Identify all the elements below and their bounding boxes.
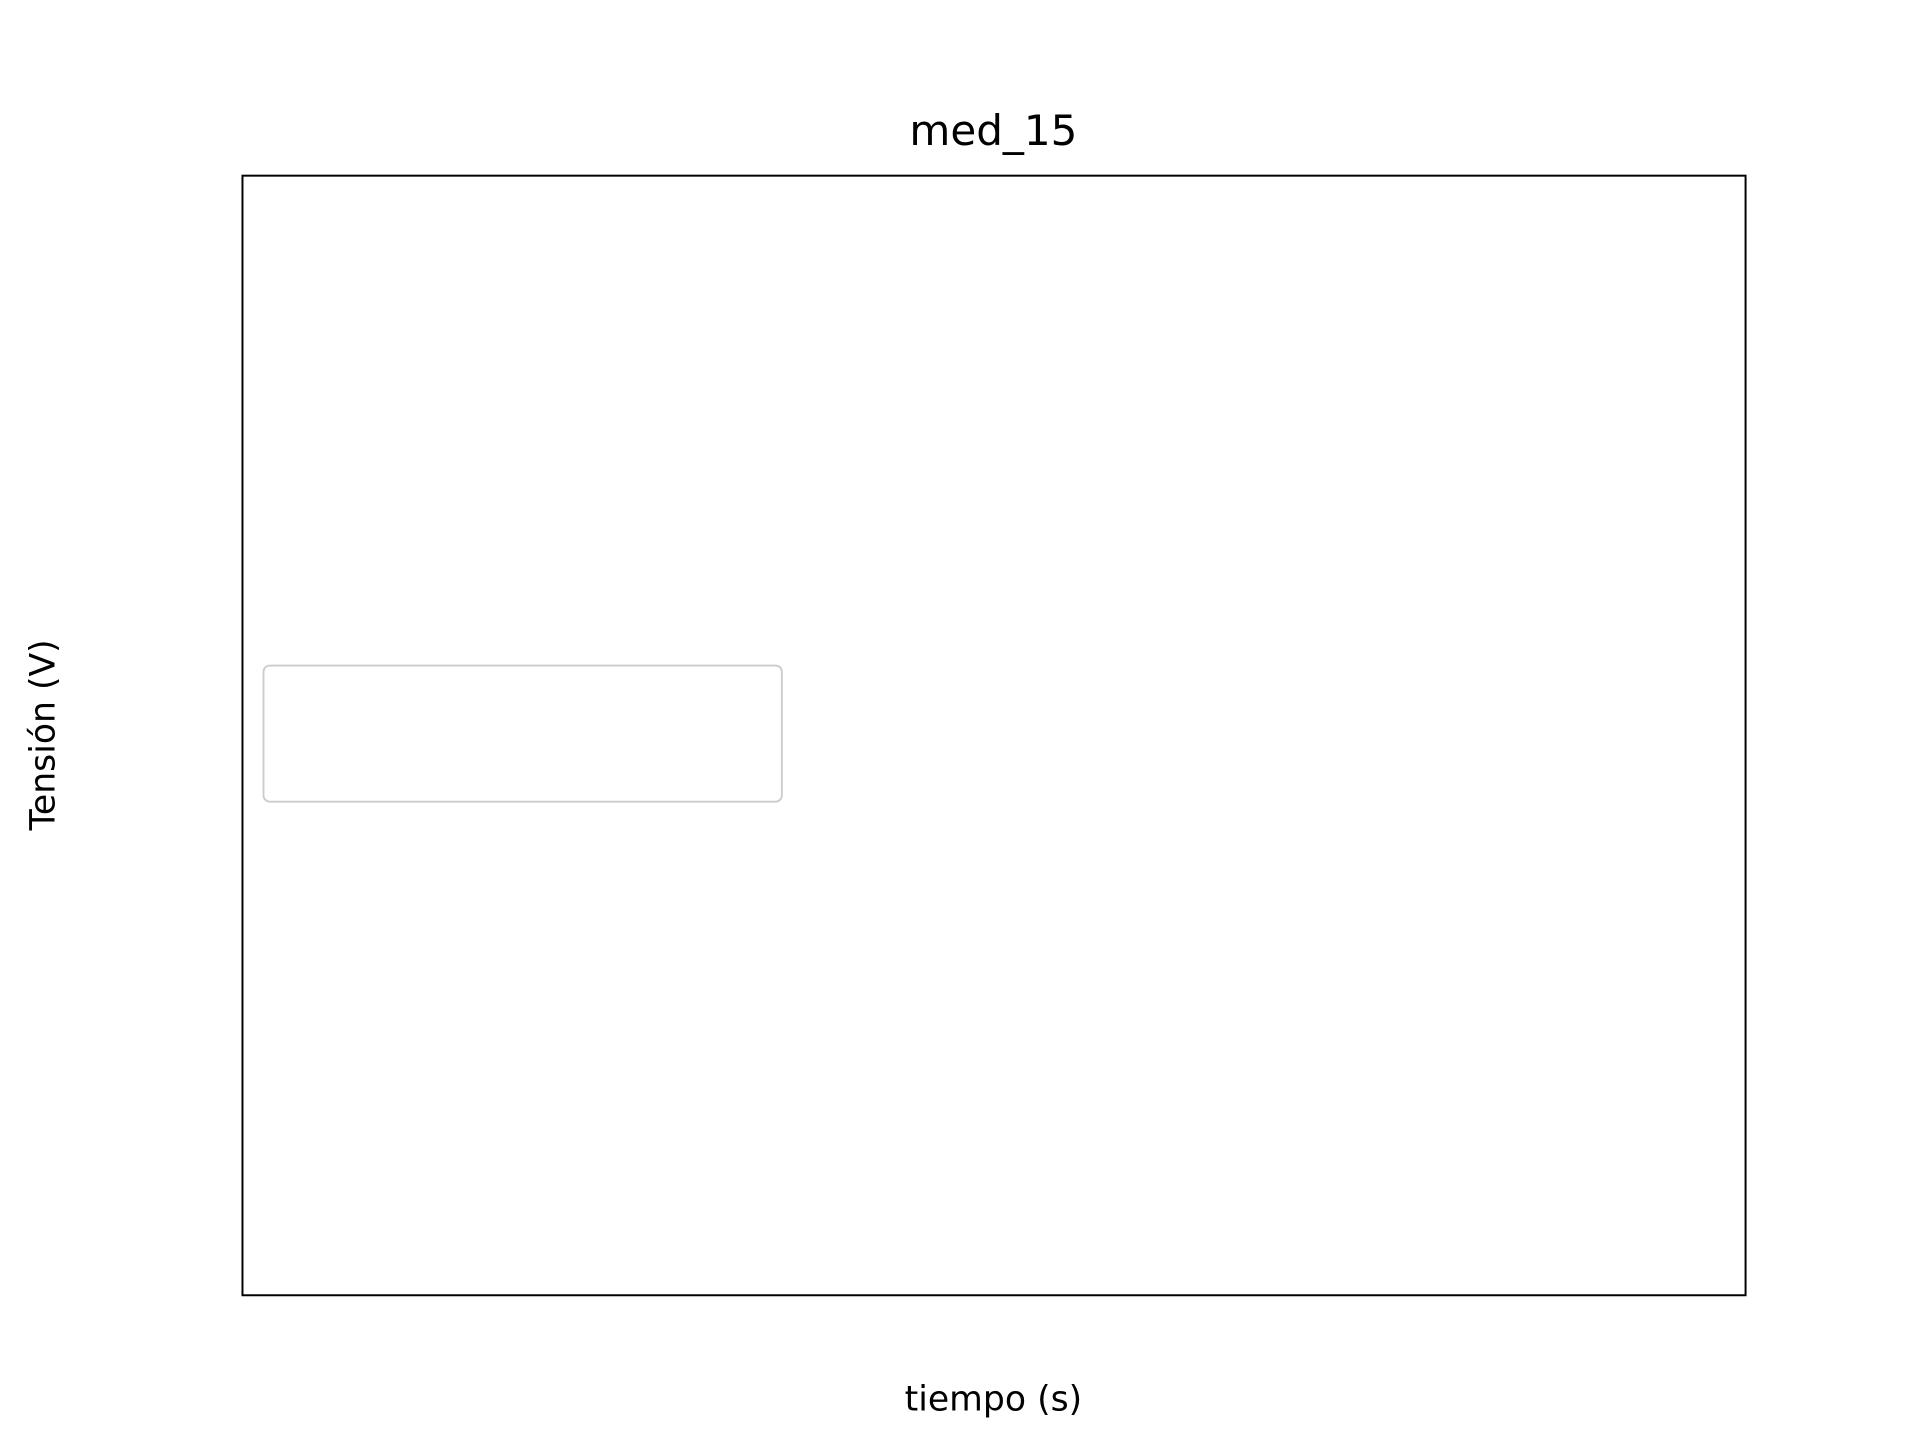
legend-box [262, 664, 783, 803]
x-axis-label: tiempo (s) [905, 1379, 1082, 1419]
legend [262, 664, 783, 803]
axes-frame [241, 174, 1747, 1297]
chart-title: med_15 [909, 106, 1077, 155]
y-axis-label: Tensión (V) [24, 639, 64, 831]
